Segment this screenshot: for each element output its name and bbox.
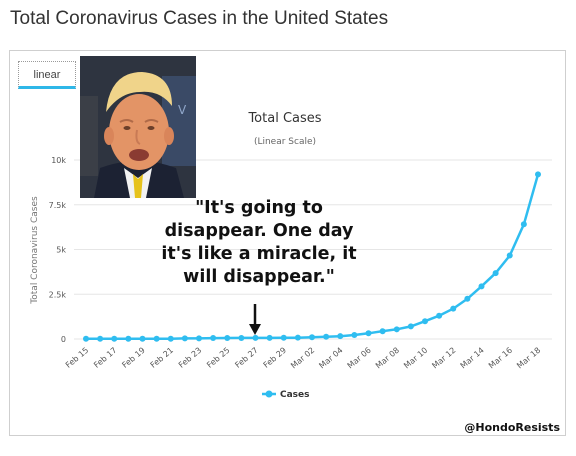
legend-label: Cases (280, 390, 310, 400)
data-point[interactable] (407, 323, 414, 330)
data-point[interactable] (167, 335, 174, 342)
quote-line: "It's going to (195, 198, 323, 218)
data-point[interactable] (422, 318, 428, 325)
person-photo: V (80, 56, 196, 198)
y-axis-ticks: 0 2.5k 5k 7.5k 10k (49, 156, 67, 344)
x-tick-label: Mar 02 (289, 346, 316, 371)
x-tick-label: Feb 25 (205, 346, 231, 370)
data-point[interactable] (111, 335, 118, 342)
data-point[interactable] (464, 295, 471, 302)
y-tick-label: 2.5k (49, 290, 67, 299)
x-tick-label: Feb 27 (233, 346, 259, 370)
data-point[interactable] (266, 334, 273, 341)
quote-line: will disappear." (183, 267, 335, 287)
quote-line: disappear. One day (164, 221, 354, 241)
x-tick-label: Feb 19 (120, 346, 146, 370)
x-tick-label: Mar 04 (317, 346, 344, 371)
data-point[interactable] (506, 252, 513, 259)
data-point[interactable] (196, 335, 202, 342)
legend-marker-icon (265, 390, 273, 398)
y-tick-label: 7.5k (49, 201, 67, 210)
y-axis-label: Total Coronavirus Cases (30, 196, 40, 305)
svg-text:V: V (178, 103, 187, 117)
data-point[interactable] (450, 305, 457, 312)
arrow-down-icon (249, 304, 261, 335)
x-tick-label: Mar 16 (487, 346, 514, 371)
y-tick-label: 5k (56, 246, 66, 255)
data-point[interactable] (535, 171, 541, 178)
data-point[interactable] (379, 328, 386, 335)
data-point[interactable] (280, 334, 287, 341)
data-point[interactable] (393, 326, 400, 333)
data-point[interactable] (351, 332, 358, 339)
data-point[interactable] (97, 335, 104, 342)
data-point[interactable] (210, 335, 217, 342)
x-axis-ticks: Feb 15 Feb 17 Feb 19 Feb 21 Feb 23 Feb 25 Feb … (64, 346, 542, 371)
watermark: @HondoResists (464, 421, 560, 434)
data-point[interactable] (309, 334, 315, 341)
x-tick-label: Mar 10 (402, 346, 429, 371)
x-tick-label: Mar 18 (515, 346, 542, 371)
data-point[interactable] (83, 335, 89, 342)
data-point[interactable] (478, 283, 485, 290)
x-tick-label: Mar 08 (374, 346, 401, 371)
data-point[interactable] (224, 334, 231, 341)
x-tick-label: Mar 14 (459, 346, 486, 371)
quote-line: it's like a miracle, it (161, 244, 357, 264)
data-point[interactable] (365, 330, 372, 337)
legend[interactable]: Cases (262, 390, 310, 400)
data-point[interactable] (238, 334, 245, 341)
data-point[interactable] (153, 335, 160, 342)
chart-title: Total Cases (247, 111, 321, 126)
data-point[interactable] (139, 335, 146, 342)
data-point[interactable] (252, 334, 259, 341)
data-point[interactable] (323, 333, 330, 340)
y-tick-label: 10k (51, 156, 66, 165)
page-title: Total Coronavirus Cases in the United St… (10, 8, 389, 29)
tab-linear[interactable]: linear (18, 61, 76, 89)
series-points (83, 171, 541, 342)
x-tick-label: Mar 12 (430, 346, 457, 371)
data-point[interactable] (337, 333, 344, 340)
quote-annotation: "It's going to disappear. One day it's l… (150, 197, 368, 289)
data-point[interactable] (181, 335, 188, 342)
data-point[interactable] (125, 335, 132, 342)
data-point[interactable] (520, 221, 527, 228)
x-tick-label: Feb 23 (177, 346, 203, 370)
x-tick-label: Feb 21 (149, 346, 175, 370)
chart-subtitle: (Linear Scale) (254, 137, 316, 147)
x-tick-label: Feb 15 (64, 346, 90, 370)
x-tick-label: Feb 29 (262, 346, 288, 370)
data-point[interactable] (294, 334, 301, 341)
x-tick-label: Feb 17 (92, 346, 118, 370)
y-tick-label: 0 (61, 335, 66, 344)
data-point[interactable] (492, 270, 499, 277)
x-tick-label: Mar 06 (346, 346, 373, 371)
data-point[interactable] (436, 312, 443, 319)
